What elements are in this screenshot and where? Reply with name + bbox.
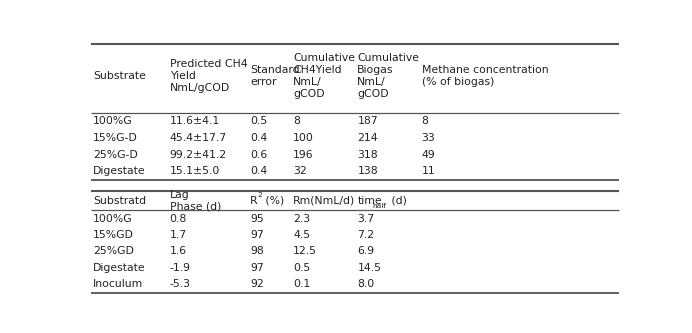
Text: -5.3: -5.3 xyxy=(170,279,190,289)
Text: 95: 95 xyxy=(250,214,264,224)
Text: 97: 97 xyxy=(250,230,264,240)
Text: 7.2: 7.2 xyxy=(357,230,374,240)
Text: R: R xyxy=(250,196,257,206)
Text: Digestate: Digestate xyxy=(93,263,145,273)
Text: time: time xyxy=(357,196,382,206)
Text: Cumulative
CH4Yield
NmL/
gCOD: Cumulative CH4Yield NmL/ gCOD xyxy=(293,53,355,99)
Text: 15%GD: 15%GD xyxy=(93,230,134,240)
Text: 0.8: 0.8 xyxy=(170,214,187,224)
Text: 3.7: 3.7 xyxy=(357,214,374,224)
Text: 8.0: 8.0 xyxy=(357,279,374,289)
Text: 33: 33 xyxy=(421,133,435,143)
Text: 100%G: 100%G xyxy=(93,116,133,126)
Text: 0.5: 0.5 xyxy=(250,116,267,126)
Text: 32: 32 xyxy=(293,166,307,176)
Text: 0.4: 0.4 xyxy=(250,133,267,143)
Text: Methane concentration
(% of biogas): Methane concentration (% of biogas) xyxy=(421,65,548,87)
Text: 12.5: 12.5 xyxy=(293,246,317,256)
Text: 49: 49 xyxy=(421,150,435,160)
Text: 0.5: 0.5 xyxy=(293,263,310,273)
Text: 15%G-D: 15%G-D xyxy=(93,133,138,143)
Text: 0.4: 0.4 xyxy=(250,166,267,176)
Text: 4.5: 4.5 xyxy=(293,230,310,240)
Text: 2.3: 2.3 xyxy=(293,214,310,224)
Text: half: half xyxy=(372,203,386,209)
Text: Substrate: Substrate xyxy=(93,71,146,81)
Text: 100%G: 100%G xyxy=(93,214,133,224)
Text: 0.6: 0.6 xyxy=(250,150,267,160)
Text: 45.4±17.7: 45.4±17.7 xyxy=(170,133,227,143)
Text: 196: 196 xyxy=(293,150,313,160)
Text: Predicted CH4
Yield
NmL/gCOD: Predicted CH4 Yield NmL/gCOD xyxy=(170,59,247,93)
Text: 11.6±4.1: 11.6±4.1 xyxy=(170,116,220,126)
Text: (d): (d) xyxy=(388,196,408,206)
Text: 99.2±41.2: 99.2±41.2 xyxy=(170,150,227,160)
Text: 25%G-D: 25%G-D xyxy=(93,150,138,160)
Text: 214: 214 xyxy=(357,133,378,143)
Text: 100: 100 xyxy=(293,133,314,143)
Text: 92: 92 xyxy=(250,279,264,289)
Text: Inoculum: Inoculum xyxy=(93,279,143,289)
Text: 318: 318 xyxy=(357,150,378,160)
Text: 187: 187 xyxy=(357,116,378,126)
Text: 15.1±5.0: 15.1±5.0 xyxy=(170,166,220,176)
Text: Substratd: Substratd xyxy=(93,196,146,206)
Text: 98: 98 xyxy=(250,246,264,256)
Text: 2: 2 xyxy=(257,192,262,198)
Text: Cumulative
Biogas
NmL/
gCOD: Cumulative Biogas NmL/ gCOD xyxy=(357,53,419,99)
Text: Lag
Phase (d): Lag Phase (d) xyxy=(170,190,221,212)
Text: (%): (%) xyxy=(262,196,284,206)
Text: 138: 138 xyxy=(357,166,378,176)
Text: 25%GD: 25%GD xyxy=(93,246,134,256)
Text: -1.9: -1.9 xyxy=(170,263,190,273)
Text: 8: 8 xyxy=(421,116,428,126)
Text: Standard
error: Standard error xyxy=(250,65,300,87)
Text: 6.9: 6.9 xyxy=(357,246,374,256)
Text: 1.6: 1.6 xyxy=(170,246,187,256)
Text: 11: 11 xyxy=(421,166,435,176)
Text: Digestate: Digestate xyxy=(93,166,145,176)
Text: 0.1: 0.1 xyxy=(293,279,310,289)
Text: 14.5: 14.5 xyxy=(357,263,381,273)
Text: 8: 8 xyxy=(293,116,300,126)
Text: 1.7: 1.7 xyxy=(170,230,187,240)
Text: Rm(NmL/d): Rm(NmL/d) xyxy=(293,196,355,206)
Text: 97: 97 xyxy=(250,263,264,273)
